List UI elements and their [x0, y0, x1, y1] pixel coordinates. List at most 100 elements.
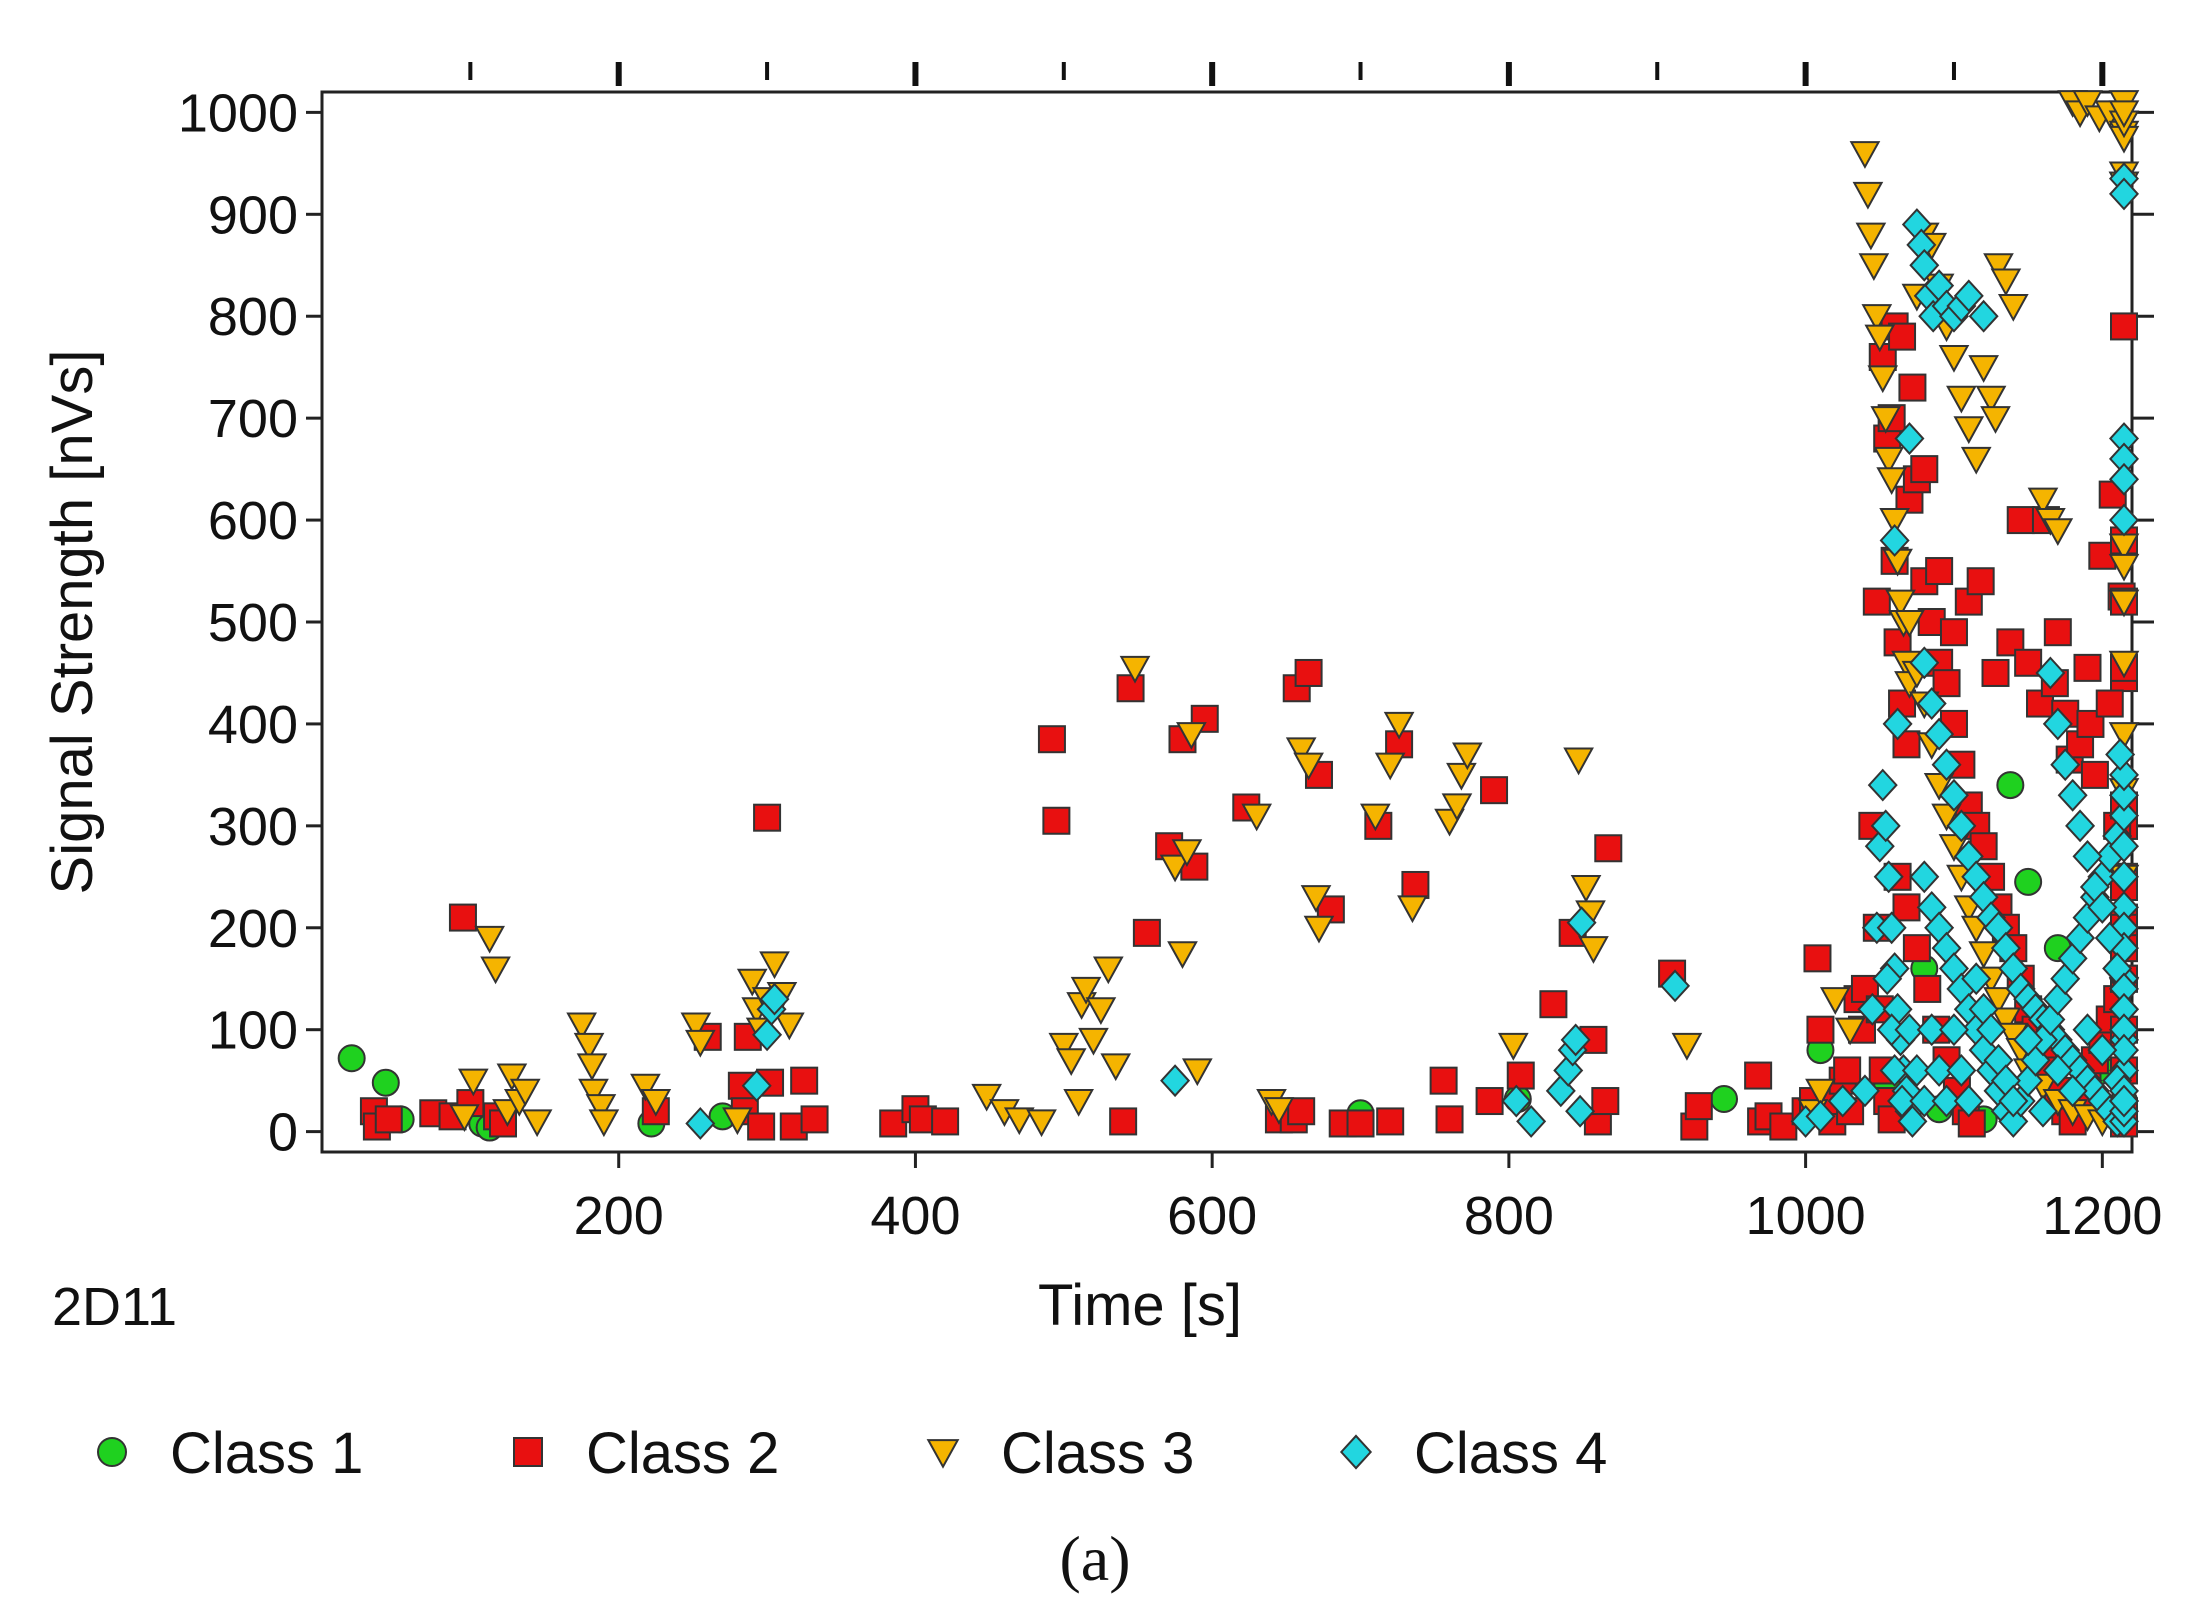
data-point — [1879, 1054, 1910, 1087]
data-point — [1852, 181, 1884, 210]
data-point — [1873, 860, 1904, 894]
data-point — [1539, 990, 1568, 1019]
data-point — [2108, 589, 2140, 618]
data-point — [1176, 722, 1207, 750]
data-point — [1983, 253, 2014, 281]
data-point — [1980, 406, 2011, 434]
data-point — [680, 1012, 712, 1041]
data-point — [1294, 658, 1323, 687]
x-tick-label: 1200 — [2042, 1186, 2162, 1246]
data-point — [2065, 921, 2096, 955]
data-point — [722, 1107, 753, 1136]
legend-label: Class 2 — [586, 1421, 779, 1486]
y-axis: 0 100 200 300 400 500 600 700 800 900 1000 — [178, 83, 2154, 1163]
data-point — [1116, 674, 1145, 703]
legend-item: Class 3 — [926, 1421, 1194, 1486]
legend-marker — [97, 1437, 127, 1467]
data-point — [1857, 992, 1888, 1026]
data-point — [1867, 768, 1898, 802]
data-point — [1160, 1064, 1191, 1098]
data-point — [1565, 1094, 1596, 1128]
data-point — [1429, 1066, 1458, 1095]
data-point — [1932, 669, 1961, 698]
data-point — [1710, 1085, 1739, 1113]
data-point — [1892, 893, 1921, 922]
data-point — [1480, 776, 1509, 805]
data-point — [1092, 956, 1124, 985]
specimen-label: 2D11 — [52, 1277, 177, 1337]
data-point — [448, 903, 477, 932]
data-point — [371, 1068, 400, 1097]
data-point — [566, 1012, 597, 1041]
data-point — [1516, 1104, 1547, 1138]
data-point — [1805, 1099, 1836, 1133]
data-point — [1119, 655, 1151, 684]
y-tick-label: 0 — [268, 1103, 298, 1163]
data-point — [1171, 839, 1203, 868]
legend: Class 1 Class 2 Class 3 Class 4 — [97, 1421, 1607, 1486]
data-point — [1167, 941, 1198, 969]
data-point — [1063, 1088, 1094, 1117]
legend-marker — [926, 1439, 960, 1469]
data-point — [2072, 1013, 2103, 1047]
data-point — [1990, 1007, 2022, 1036]
data-point — [1924, 717, 1955, 751]
data-point — [1876, 911, 1907, 945]
data-point — [1981, 658, 2010, 687]
legend-label: Class 3 — [1001, 1421, 1194, 1486]
data-point — [1570, 874, 1602, 903]
legend-marker — [1339, 1434, 1373, 1470]
data-point — [1401, 870, 1430, 899]
data-point — [1894, 1013, 1925, 1047]
data-point — [1946, 385, 1977, 414]
top-axis-ticks — [468, 62, 2106, 86]
data-point — [2108, 100, 2140, 129]
data-point — [1939, 618, 1968, 647]
data-point — [1744, 1061, 1773, 1090]
data-point — [2110, 312, 2138, 341]
y-tick-label: 500 — [208, 593, 298, 653]
data-point — [521, 1109, 553, 1138]
x-tick-label: 1000 — [1746, 1186, 1866, 1246]
data-point — [1594, 834, 1623, 863]
data-point — [1042, 806, 1071, 835]
data-point — [1346, 1109, 1375, 1138]
legend-label: Class 1 — [170, 1421, 363, 1486]
data-point — [1946, 1054, 1977, 1087]
data-point — [1181, 1058, 1213, 1087]
x-tick-label: 200 — [574, 1186, 664, 1246]
data-point — [480, 956, 511, 985]
data-point — [2080, 760, 2109, 789]
data-point — [1961, 962, 1992, 996]
data-point — [773, 1012, 805, 1041]
data-point — [1451, 742, 1483, 771]
data-point — [1968, 299, 1999, 333]
data-point — [2087, 1033, 2118, 1067]
data-point — [1376, 1107, 1405, 1136]
data-point — [1870, 406, 1902, 434]
data-point — [2050, 748, 2081, 782]
data-point — [1671, 1032, 1703, 1061]
data-point — [2108, 177, 2140, 211]
data-point — [1803, 944, 1832, 973]
data-point — [2108, 758, 2140, 792]
data-point — [1867, 365, 1899, 394]
x-tick-label: 600 — [1167, 1186, 1257, 1246]
data-point — [1916, 687, 1947, 720]
data-point — [1998, 1104, 2029, 1138]
data-point — [2035, 656, 2066, 690]
data-point — [1003, 1107, 1035, 1136]
data-point — [1968, 355, 1999, 383]
data-point — [1946, 809, 1977, 843]
y-tick-label: 800 — [208, 287, 298, 347]
data-point — [1925, 557, 1954, 586]
data-point — [1894, 422, 1925, 455]
data-points — [337, 90, 2140, 1142]
data-point — [2027, 1094, 2058, 1128]
legend-item: Class 4 — [1339, 1421, 1607, 1486]
data-point — [931, 1107, 960, 1136]
data-point — [585, 1094, 617, 1122]
data-point — [2027, 487, 2059, 516]
data-point — [1953, 1084, 1984, 1118]
